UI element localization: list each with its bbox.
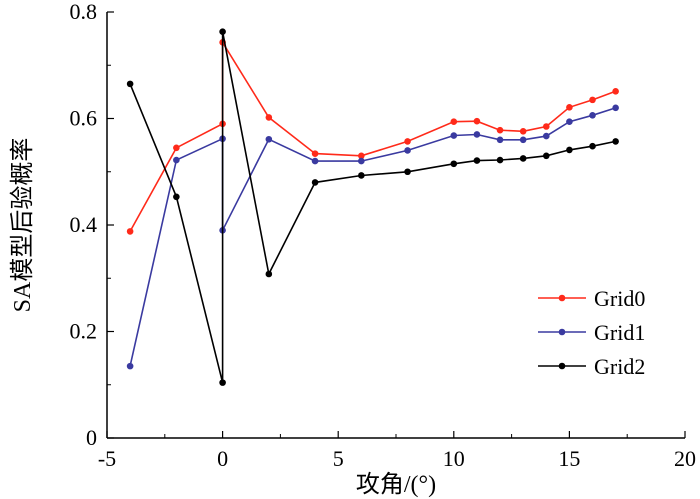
data-point <box>450 132 458 139</box>
y-tick-label: 0.4 <box>70 212 98 237</box>
data-point <box>173 156 180 164</box>
data-point <box>358 152 365 160</box>
series-layer <box>126 28 619 386</box>
data-point <box>542 123 550 130</box>
data-point <box>612 104 619 112</box>
data-point <box>404 147 411 154</box>
x-axis-title: 攻角/(°) <box>356 471 436 498</box>
data-point <box>496 126 504 134</box>
x-tick-label: 15 <box>558 446 580 471</box>
legend-label: Grid1 <box>594 320 645 345</box>
data-point <box>358 157 365 165</box>
data-point <box>311 179 319 186</box>
series-line <box>129 107 616 367</box>
x-tick-label: -5 <box>98 446 116 471</box>
data-point <box>496 156 504 164</box>
data-point <box>566 118 573 125</box>
data-point <box>589 142 596 150</box>
data-point <box>126 362 134 370</box>
legend-label: Grid0 <box>594 286 645 311</box>
legend-item-grid0: Grid0 <box>538 286 645 311</box>
series-line <box>129 31 616 383</box>
data-point <box>589 112 596 119</box>
data-point <box>311 157 319 165</box>
data-point <box>126 228 134 235</box>
x-tick-label: 20 <box>674 446 696 471</box>
y-tick-label: 0.8 <box>70 0 98 24</box>
data-point <box>566 146 573 154</box>
y-tick-label: 0 <box>86 425 97 450</box>
legend: Grid0 Grid1 Grid2 <box>538 286 645 379</box>
data-point <box>173 193 180 201</box>
legend-item-grid2: Grid2 <box>538 354 645 379</box>
data-point <box>219 28 226 36</box>
data-point <box>265 114 273 121</box>
x-tick-label: 5 <box>333 446 344 471</box>
data-point <box>542 152 550 160</box>
legend-marker <box>558 294 566 302</box>
data-point <box>358 172 365 179</box>
data-point <box>404 138 411 145</box>
data-point <box>311 150 319 157</box>
data-point <box>265 270 273 278</box>
data-point <box>473 117 481 125</box>
data-point <box>473 157 481 164</box>
data-point <box>566 104 573 111</box>
legend-marker <box>558 328 566 336</box>
data-point <box>450 160 458 168</box>
data-point <box>519 155 527 162</box>
y-axis-title: SA模型后验概率 <box>9 138 36 313</box>
data-point <box>542 132 550 140</box>
series-grid1 <box>126 104 619 370</box>
series-grid2 <box>126 28 619 386</box>
data-point <box>404 168 411 176</box>
legend-item-grid1: Grid1 <box>538 320 645 345</box>
data-point <box>219 379 226 386</box>
data-point <box>496 136 504 144</box>
data-point <box>589 96 596 104</box>
data-point <box>265 135 273 143</box>
data-point <box>126 80 134 88</box>
y-tick-label: 0.2 <box>70 319 98 344</box>
data-point <box>612 88 619 95</box>
legend-label: Grid2 <box>594 354 645 379</box>
legend-marker <box>558 362 566 370</box>
y-tick-label: 0.6 <box>70 106 98 131</box>
data-point <box>173 144 180 152</box>
x-tick-label: 0 <box>217 446 228 471</box>
data-point <box>519 136 527 144</box>
data-point <box>473 131 481 138</box>
data-point <box>450 118 458 125</box>
data-point <box>612 138 619 145</box>
data-point <box>519 127 527 135</box>
x-tick-label: 10 <box>443 446 465 471</box>
